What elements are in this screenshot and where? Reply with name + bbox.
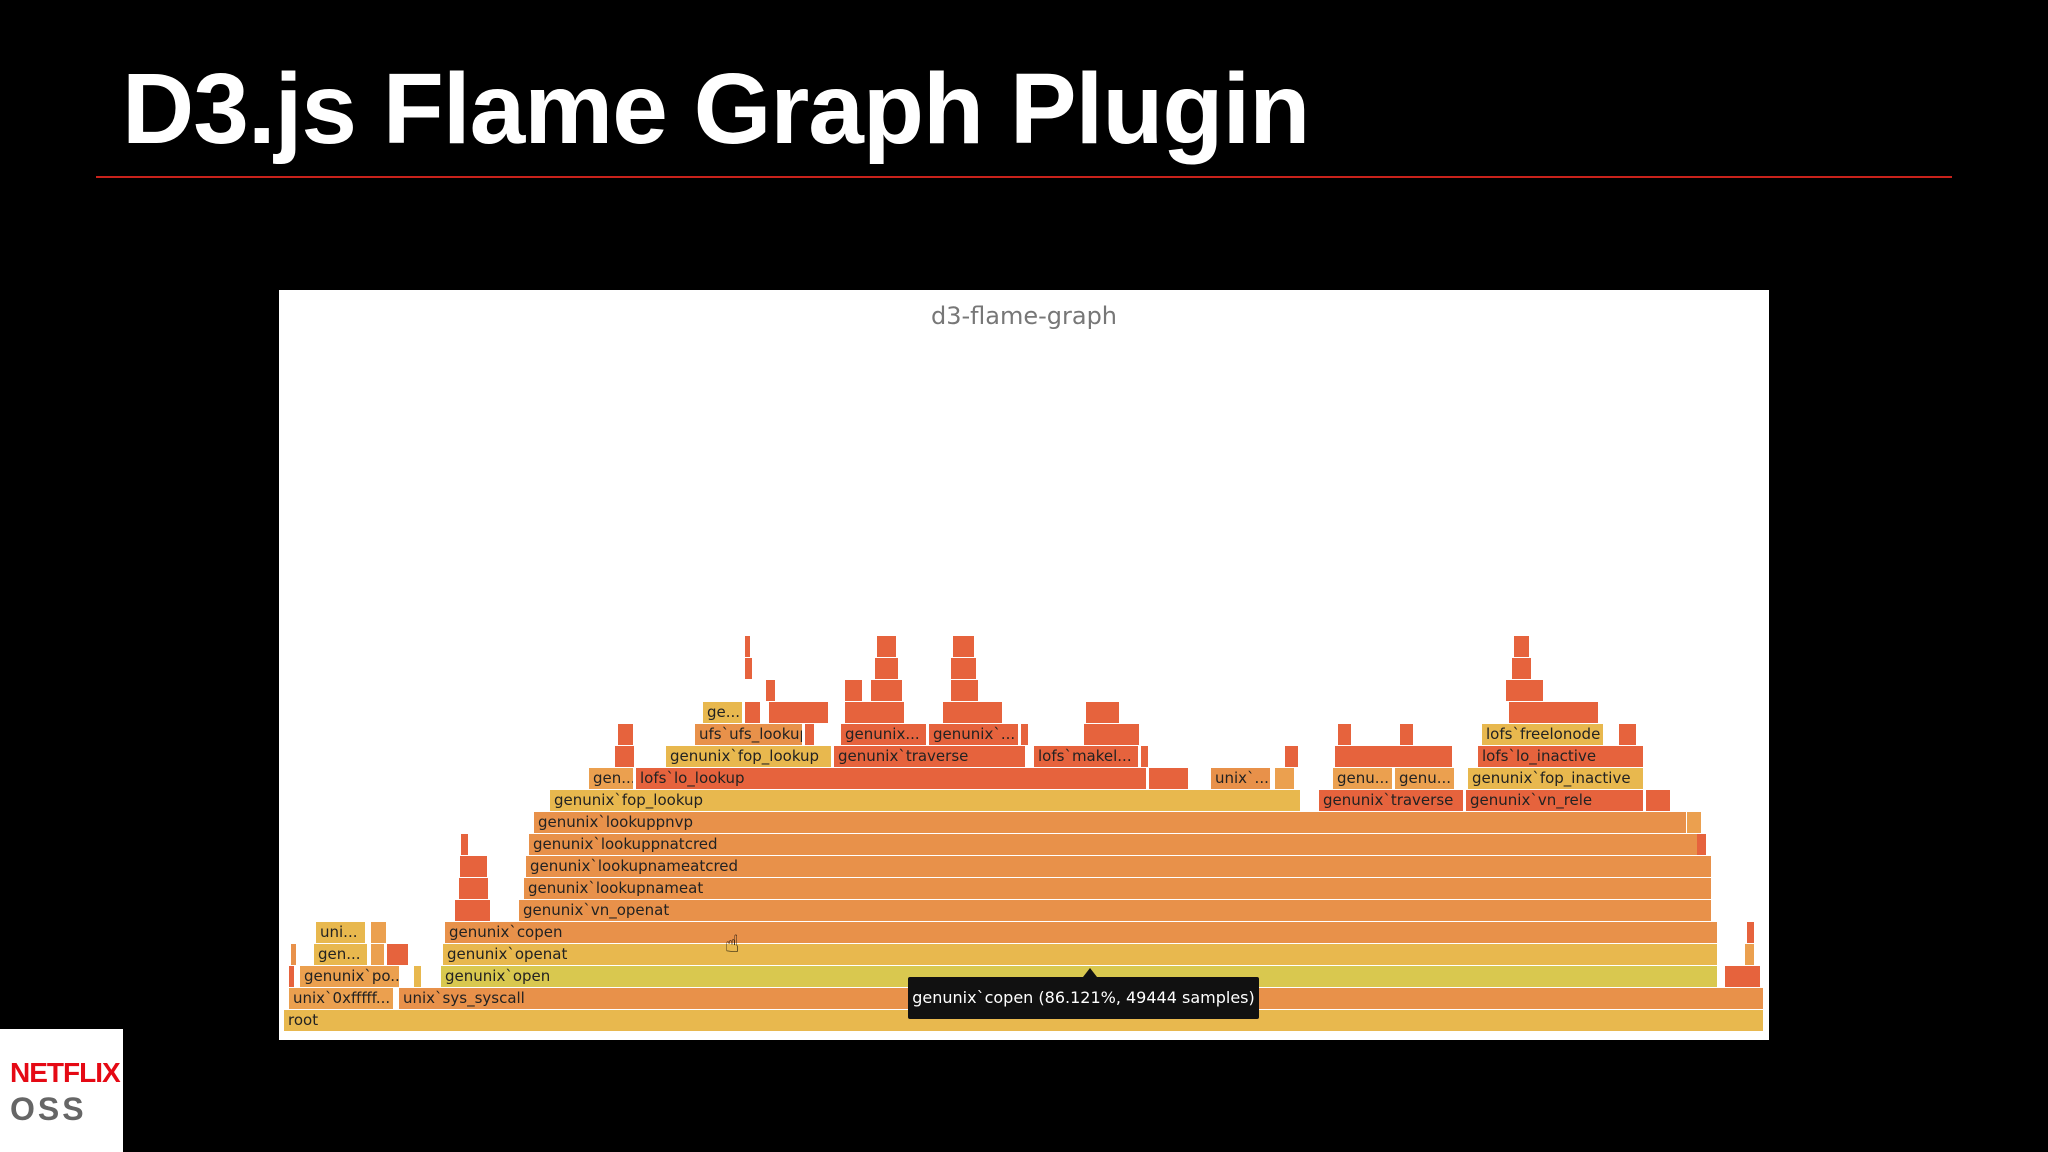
flame-frame-small[interactable] [951, 680, 979, 701]
flame-frame-lofs-freelonode[interactable]: lofs`freelonode [1482, 724, 1604, 745]
flame-frame-small[interactable] [371, 944, 385, 965]
flame-frame-small[interactable] [745, 702, 761, 723]
flame-frame-small[interactable] [951, 658, 977, 679]
flame-frame-genunix-lookuppnatcred[interactable]: genunix`lookuppnatcred [529, 834, 1702, 855]
flame-frame-genunix-open[interactable]: genunix`open [441, 966, 1718, 987]
flame-frame-small[interactable] [845, 680, 863, 701]
flame-graph-title: d3-flame-graph [930, 302, 1118, 330]
flame-graph-panel: d3-flame-graph root unix`0xfffff... unix… [279, 290, 1769, 1040]
flame-frame-small[interactable] [805, 724, 815, 745]
flame-frame-genunix-fop-inactive[interactable]: genunix`fop_inactive [1468, 768, 1644, 789]
flame-frame-small[interactable] [943, 702, 1003, 723]
flame-frame-small[interactable] [387, 944, 409, 965]
slide-title: D3.js Flame Graph Plugin [122, 53, 1310, 165]
flame-frame-genunix-traverse-2[interactable]: genunix`traverse [1319, 790, 1464, 811]
flame-frame-small[interactable] [769, 702, 829, 723]
flame-frame-small[interactable] [1697, 834, 1707, 855]
flame-frame-small[interactable] [371, 922, 387, 943]
flame-frame-small[interactable] [615, 746, 635, 767]
flame-frame-small[interactable] [1335, 746, 1453, 767]
flame-frame-small[interactable] [745, 636, 751, 657]
flame-frame-small[interactable] [1275, 768, 1295, 789]
flame-frame-small[interactable] [459, 878, 489, 899]
netflix-wordmark: NETFLIX [10, 1057, 121, 1088]
flame-frame-small[interactable] [845, 702, 905, 723]
flame-frame-ge[interactable]: ge... [703, 702, 743, 723]
title-divider [96, 176, 1952, 178]
flame-frame-small[interactable] [1400, 724, 1414, 745]
flame-frame-small[interactable] [1747, 922, 1755, 943]
flame-frame-genunix-openat[interactable]: genunix`openat [443, 944, 1718, 965]
flame-frame-small[interactable] [460, 856, 488, 877]
flame-frame-small[interactable] [1514, 636, 1530, 657]
flame-frame-small[interactable] [953, 636, 975, 657]
flame-frame-small[interactable] [1285, 746, 1299, 767]
flame-frame-small[interactable] [1149, 768, 1189, 789]
flame-frame-small[interactable] [1619, 724, 1637, 745]
flame-frame-small[interactable] [291, 944, 297, 965]
flame-frame-small[interactable] [1745, 944, 1755, 965]
flame-frame-small[interactable] [871, 680, 903, 701]
flame-frame-gen[interactable]: gen... [314, 944, 368, 965]
flame-frame-genunix-fop-lookup-2[interactable]: genunix`fop_lookup [666, 746, 832, 767]
flame-frame-genunix[interactable]: genunix... [841, 724, 927, 745]
flame-frame-lofs-lo-lookup[interactable]: lofs`lo_lookup [636, 768, 1147, 789]
flame-frame-small[interactable] [877, 636, 897, 657]
flame-frame-small[interactable] [1086, 702, 1120, 723]
flame-frame-small[interactable] [1646, 790, 1671, 811]
flame-graph-tooltip: genunix`copen (86.121%, 49444 samples) [908, 968, 1259, 1019]
flame-frame-small[interactable] [414, 966, 422, 987]
flame-frame-genunix-lookupnameat[interactable]: genunix`lookupnameat [524, 878, 1712, 899]
flame-frame-small[interactable] [1141, 746, 1149, 767]
flame-frame-small[interactable] [1509, 702, 1599, 723]
flame-frame-uni[interactable]: uni... [316, 922, 366, 943]
flame-frame-small[interactable] [745, 658, 753, 679]
flame-frame-small[interactable] [1687, 812, 1702, 833]
flame-frame-genunix-3[interactable]: genunix`... [929, 724, 1019, 745]
flame-frame-ufs-ufs-lookup[interactable]: ufs`ufs_lookup [695, 724, 803, 745]
flame-frame-small[interactable] [875, 658, 899, 679]
flame-frame-genu[interactable]: genu... [1333, 768, 1393, 789]
flame-frame-unix-0xfffff[interactable]: unix`0xfffff... [289, 988, 394, 1009]
flame-frame-small[interactable] [455, 900, 491, 921]
flame-frame-gen-2[interactable]: gen... [589, 768, 634, 789]
flame-frame-small[interactable] [618, 724, 634, 745]
flame-frame-small[interactable] [461, 834, 469, 855]
flame-frame-genunix-traverse[interactable]: genunix`traverse [834, 746, 1026, 767]
flame-frame-small[interactable] [766, 680, 776, 701]
flame-frame-genu-2[interactable]: genu... [1395, 768, 1455, 789]
flame-frame-genunix-fop-lookup[interactable]: genunix`fop_lookup [550, 790, 1301, 811]
oss-wordmark: OSS [10, 1091, 87, 1127]
flame-frame-genunix-lookuppnvp[interactable]: genunix`lookuppnvp [534, 812, 1687, 833]
flame-frame-genunix-vn-openat[interactable]: genunix`vn_openat [519, 900, 1712, 921]
flame-frame-lofs-makel[interactable]: lofs`makel... [1034, 746, 1139, 767]
flame-frame-unix[interactable]: unix`... [1211, 768, 1271, 789]
flame-frame-small[interactable] [1512, 658, 1532, 679]
flame-frame-genunix-lookupnameatcred[interactable]: genunix`lookupnameatcred [526, 856, 1712, 877]
flame-frame-small[interactable] [1506, 680, 1544, 701]
flame-frame-small[interactable] [1021, 724, 1029, 745]
flame-frame-genunix-copen[interactable]: genunix`copen [445, 922, 1718, 943]
flame-frame-small[interactable] [1725, 966, 1761, 987]
flame-frame-small[interactable] [289, 966, 295, 987]
flame-frame-small[interactable] [1084, 724, 1140, 745]
flame-frame-lofs-lo-inactive[interactable]: lofs`lo_inactive [1478, 746, 1644, 767]
netflix-oss-logo: NETFLIX OSS [0, 1029, 123, 1152]
flame-frame-small[interactable] [1338, 724, 1352, 745]
flame-frame-genunix-po[interactable]: genunix`po... [300, 966, 400, 987]
flame-frame-root[interactable]: root [284, 1010, 1764, 1031]
hand-cursor-icon: ☝ [725, 930, 740, 958]
flame-frame-genunix-vn-rele[interactable]: genunix`vn_rele [1466, 790, 1644, 811]
